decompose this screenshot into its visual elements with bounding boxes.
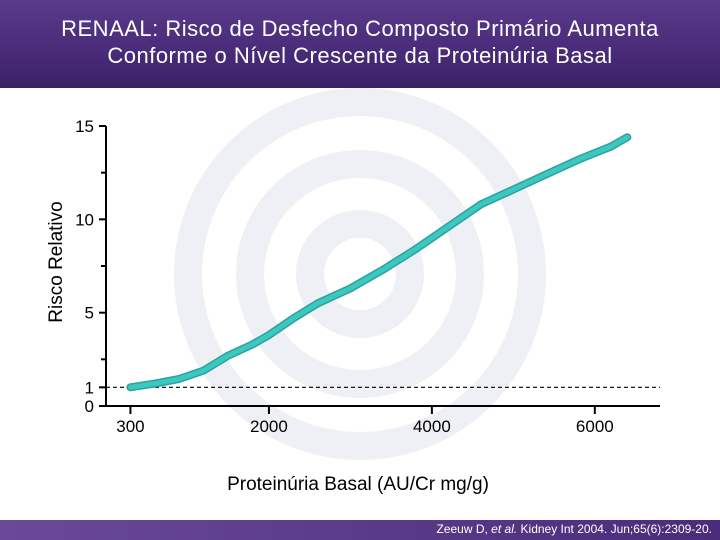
- x-axis-ticks: 300 2000 4000 6000: [116, 406, 614, 436]
- series-line-outline: [126, 133, 632, 392]
- background-decoration: [174, 88, 546, 460]
- footer-bar: Zeeuw D, et al. Kidney Int 2004. Jun;65(…: [0, 520, 720, 540]
- citation-authors: Zeeuw D,: [436, 522, 492, 536]
- x-tick-label: 2000: [250, 417, 288, 436]
- series-line: [127, 134, 630, 390]
- series-group: [126, 133, 632, 392]
- y-tick-label: 10: [75, 210, 94, 229]
- citation-source: Kidney Int 2004. Jun;65(6):2309-20.: [517, 522, 712, 536]
- citation-etal: et al.: [491, 522, 518, 536]
- title-line-2: Conforme o Nível Crescente da Proteinúri…: [107, 43, 613, 68]
- x-tick-label: 300: [116, 417, 144, 436]
- title-line-1: RENAAL: Risco de Desfecho Composto Primá…: [61, 16, 659, 41]
- citation: Zeeuw D, et al. Kidney Int 2004. Jun;65(…: [436, 522, 712, 536]
- x-tick-label: 4000: [413, 417, 451, 436]
- y-axis-label: Risco Relativo: [46, 201, 67, 322]
- y-tick-label: 5: [85, 304, 94, 323]
- x-axis-label: Proteinúria Basal (AU/Cr mg/g): [227, 474, 489, 495]
- x-tick-label: 6000: [576, 417, 614, 436]
- title-banner: RENAAL: Risco de Desfecho Composto Primá…: [0, 0, 720, 88]
- y-tick-label: 15: [75, 117, 94, 136]
- y-tick-label: 1: [85, 378, 94, 397]
- y-tick-label: 0: [85, 397, 94, 416]
